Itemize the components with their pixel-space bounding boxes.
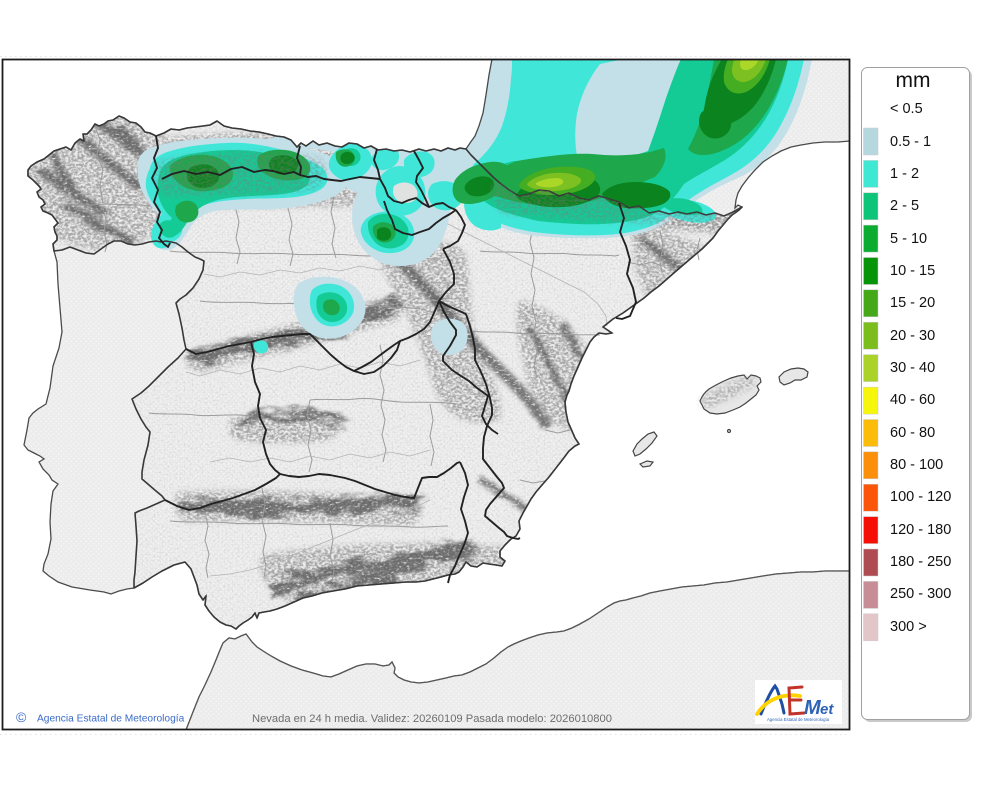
- svg-text:60 - 80: 60 - 80: [890, 425, 935, 441]
- svg-text:2 - 5: 2 - 5: [890, 198, 919, 214]
- svg-text:10 - 15: 10 - 15: [890, 263, 935, 279]
- svg-text:15 - 20: 15 - 20: [890, 295, 935, 311]
- svg-text:40 - 60: 40 - 60: [890, 392, 935, 408]
- svg-text:5 - 10: 5 - 10: [890, 231, 927, 247]
- svg-text:mm: mm: [896, 69, 931, 92]
- svg-text:Agencia Estatal de Meteorologí: Agencia Estatal de Meteorología: [767, 717, 830, 722]
- svg-text:20 - 30: 20 - 30: [890, 328, 935, 344]
- svg-text:300 >: 300 >: [890, 619, 927, 635]
- svg-text:30 - 40: 30 - 40: [890, 360, 935, 376]
- svg-text:250 - 300: 250 - 300: [890, 586, 951, 602]
- svg-text:et: et: [820, 701, 834, 718]
- svg-text:100 - 120: 100 - 120: [890, 489, 951, 505]
- svg-text:180 - 250: 180 - 250: [890, 554, 951, 570]
- svg-text:80 - 100: 80 - 100: [890, 457, 943, 473]
- svg-text:1 - 2: 1 - 2: [890, 166, 919, 182]
- svg-text:Nevada en 24 h media. Validez:: Nevada en 24 h media. Validez: 20260109 …: [252, 713, 612, 725]
- svg-text:©: ©: [16, 709, 27, 725]
- svg-text:0.5 - 1: 0.5 - 1: [890, 134, 931, 150]
- svg-text:< 0.5: < 0.5: [890, 101, 923, 117]
- svg-text:Agencia Estatal de Meteorologí: Agencia Estatal de Meteorología: [37, 714, 185, 725]
- svg-text:M: M: [804, 697, 822, 719]
- svg-text:120 - 180: 120 - 180: [890, 522, 951, 538]
